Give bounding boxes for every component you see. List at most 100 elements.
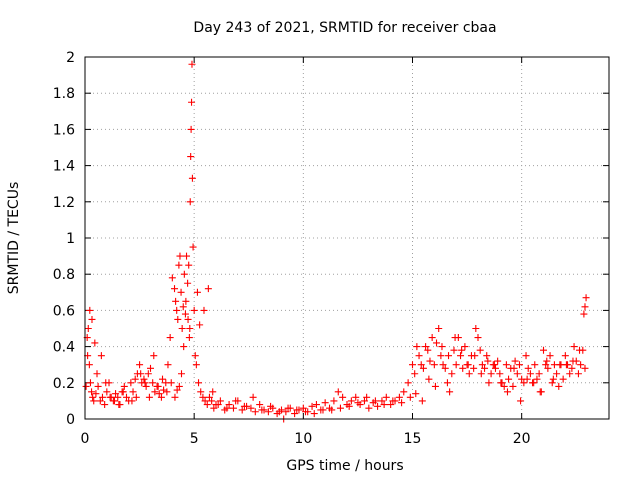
- data-point: [412, 390, 420, 398]
- data-point: [406, 393, 414, 401]
- data-point: [112, 390, 120, 398]
- data-point: [556, 361, 564, 369]
- data-point: [188, 98, 196, 106]
- data-point: [411, 370, 419, 378]
- data-point: [137, 370, 145, 378]
- data-point: [258, 406, 266, 414]
- data-point: [576, 346, 584, 354]
- y-tick-label: 0.8: [53, 267, 75, 283]
- data-point: [339, 393, 347, 401]
- data-point: [531, 361, 539, 369]
- data-point: [308, 402, 316, 410]
- data-point: [461, 343, 469, 351]
- data-point: [523, 375, 531, 383]
- x-tick-label: 0: [81, 431, 90, 447]
- data-point: [400, 388, 408, 396]
- data-point: [196, 321, 204, 329]
- data-point: [559, 375, 567, 383]
- data-point: [264, 408, 272, 416]
- data-point: [190, 306, 198, 314]
- data-point: [419, 364, 427, 372]
- data-point: [122, 393, 130, 401]
- y-tick-label: 0.2: [53, 376, 75, 392]
- data-point: [200, 306, 208, 314]
- data-point: [328, 406, 336, 414]
- data-point: [354, 399, 362, 407]
- data-point: [543, 357, 551, 365]
- data-point: [90, 397, 98, 405]
- data-point: [197, 388, 205, 396]
- data-point: [145, 393, 153, 401]
- data-point: [483, 352, 491, 360]
- data-point: [267, 402, 275, 410]
- data-point: [164, 361, 172, 369]
- plot-frame: [84, 56, 610, 420]
- data-point: [88, 315, 96, 323]
- data-point: [140, 375, 148, 383]
- data-point: [205, 393, 213, 401]
- data-point: [247, 404, 255, 412]
- data-point: [574, 370, 582, 378]
- data-point: [179, 303, 187, 311]
- x-tick-label: 15: [404, 431, 422, 447]
- y-tick-label: 0: [66, 412, 75, 428]
- data-point: [229, 404, 237, 412]
- data-point: [127, 379, 135, 387]
- data-point: [471, 352, 479, 360]
- data-point: [141, 379, 149, 387]
- data-point: [417, 361, 425, 369]
- data-point: [387, 401, 395, 409]
- data-point: [85, 361, 93, 369]
- data-point: [223, 404, 231, 412]
- y-tick-label: 1: [66, 231, 75, 247]
- data-point: [451, 334, 459, 342]
- data-point: [178, 370, 186, 378]
- data-point: [546, 352, 554, 360]
- data-point: [144, 370, 152, 378]
- data-point: [251, 408, 259, 416]
- data-point: [431, 382, 439, 390]
- data-point: [549, 375, 557, 383]
- data-point: [425, 375, 433, 383]
- data-point: [562, 361, 570, 369]
- data-point: [439, 361, 447, 369]
- data-point: [302, 408, 310, 416]
- data-point: [490, 361, 498, 369]
- data-point: [94, 382, 102, 390]
- data-point: [131, 375, 139, 383]
- data-point: [530, 379, 538, 387]
- data-point: [110, 397, 118, 405]
- data-point: [548, 379, 556, 387]
- data-point: [175, 382, 183, 390]
- data-point: [443, 379, 451, 387]
- data-point: [92, 390, 100, 398]
- data-point: [184, 279, 192, 287]
- data-point: [404, 379, 412, 387]
- data-point: [535, 370, 543, 378]
- data-point: [232, 397, 240, 405]
- data-point: [502, 361, 510, 369]
- data-point: [321, 399, 329, 407]
- data-point: [174, 315, 182, 323]
- data-point: [542, 361, 550, 369]
- data-point: [503, 388, 511, 396]
- data-point: [89, 393, 97, 401]
- y-tick-label: 1.2: [53, 195, 75, 211]
- data-point: [505, 375, 513, 383]
- data-point: [487, 370, 495, 378]
- data-point: [171, 393, 179, 401]
- data-point: [171, 285, 179, 293]
- data-point: [570, 343, 578, 351]
- data-point: [106, 393, 114, 401]
- data-point: [428, 334, 436, 342]
- data-point: [418, 397, 426, 405]
- data-point: [142, 382, 150, 390]
- data-point: [82, 382, 90, 390]
- data-point: [299, 404, 307, 412]
- data-point: [181, 310, 189, 318]
- data-point: [536, 388, 544, 396]
- data-point: [151, 388, 159, 396]
- data-point: [522, 352, 530, 360]
